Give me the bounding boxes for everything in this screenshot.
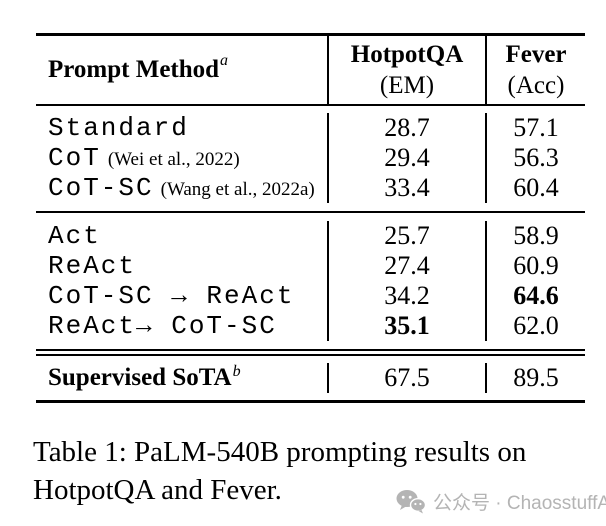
acc-value-best: 64.6 bbox=[485, 281, 585, 311]
em-value: 29.4 bbox=[327, 143, 485, 173]
table-row: CoT-SC → ReAct 34.2 64.6 bbox=[36, 281, 585, 311]
double-separator-rule bbox=[36, 349, 585, 356]
method-name: ReAct bbox=[48, 251, 137, 281]
em-value: 33.4 bbox=[327, 173, 485, 203]
table-bottom-rule bbox=[36, 400, 585, 403]
fever-metric: (Acc) bbox=[507, 72, 565, 99]
results-table: Prompt Method a HotpotQA (EM) Fever (Acc)… bbox=[36, 33, 585, 403]
supervised-sota-label: Supervised SoTA bbox=[48, 364, 232, 391]
table-row: CoT (Wei et al., 2022) 29.4 56.3 bbox=[36, 143, 585, 173]
method-name: Standard bbox=[48, 113, 189, 143]
hotpotqa-title: HotpotQA bbox=[350, 41, 464, 68]
table-row: ReAct 27.4 60.9 bbox=[36, 251, 585, 281]
em-value: 25.7 bbox=[327, 221, 485, 251]
table-row: Supervised SoTA b 67.5 89.5 bbox=[36, 363, 585, 393]
table-top-rule bbox=[36, 33, 585, 36]
header-cell-prompt-method: Prompt Method a bbox=[36, 36, 327, 104]
hotpotqa-metric: (EM) bbox=[379, 72, 435, 99]
caption-line-2: HotpotQA and Fever. bbox=[33, 474, 282, 506]
group-separator-rule bbox=[36, 211, 585, 213]
method-name: CoT-SC bbox=[48, 173, 154, 203]
method-name: ReAct→ CoT-SC bbox=[48, 311, 277, 341]
fever-title: Fever bbox=[505, 41, 567, 68]
acc-value: 56.3 bbox=[485, 143, 585, 173]
header-separator-rule bbox=[36, 104, 585, 106]
em-value-best: 35.1 bbox=[327, 311, 485, 341]
em-value: 34.2 bbox=[327, 281, 485, 311]
table-row: Act 25.7 58.9 bbox=[36, 221, 585, 251]
method-citation: (Wei et al., 2022) bbox=[107, 149, 240, 170]
em-value: 27.4 bbox=[327, 251, 485, 281]
acc-value: 57.1 bbox=[485, 113, 585, 143]
method-name: CoT-SC → ReAct bbox=[48, 281, 295, 311]
acc-value: 60.4 bbox=[485, 173, 585, 203]
watermark-text: 公众号 · ChaosstuffAI bbox=[433, 493, 606, 514]
prompt-method-label: Prompt Method bbox=[48, 56, 220, 83]
em-value: 28.7 bbox=[327, 113, 485, 143]
acc-value: 60.9 bbox=[485, 251, 585, 281]
table-row: ReAct→ CoT-SC 35.1 62.0 bbox=[36, 311, 585, 341]
method-citation: (Wang et al., 2022a) bbox=[160, 179, 315, 200]
acc-value: 89.5 bbox=[485, 363, 585, 393]
acc-value: 62.0 bbox=[485, 311, 585, 341]
footnote-marker-a: a bbox=[220, 52, 229, 69]
acc-value: 58.9 bbox=[485, 221, 585, 251]
react-methods-group: Act 25.7 58.9 ReAct 27.4 60.9 CoT-SC → R… bbox=[36, 213, 585, 349]
footnote-marker-b: b bbox=[232, 363, 241, 380]
supervised-sota-group: Supervised SoTA b 67.5 89.5 bbox=[36, 356, 585, 400]
caption-line-1: Table 1: PaLM-540B prompting results on bbox=[33, 436, 527, 468]
baseline-methods-group: Standard 28.7 57.1 CoT (Wei et al., 2022)… bbox=[36, 106, 585, 211]
header-cell-hotpotqa: HotpotQA (EM) bbox=[327, 36, 485, 104]
em-value: 67.5 bbox=[327, 363, 485, 393]
table-row: Standard 28.7 57.1 bbox=[36, 113, 585, 143]
table-row: CoT-SC (Wang et al., 2022a) 33.4 60.4 bbox=[36, 173, 585, 203]
watermark: 公众号 · ChaosstuffAI bbox=[396, 488, 606, 515]
table-header-row: Prompt Method a HotpotQA (EM) Fever (Acc) bbox=[36, 36, 585, 104]
table-caption: Table 1: PaLM-540B prompting results on … bbox=[33, 433, 599, 509]
method-name: Act bbox=[48, 221, 101, 251]
method-name: CoT bbox=[48, 143, 101, 173]
header-cell-fever: Fever (Acc) bbox=[485, 36, 585, 104]
wechat-icon bbox=[396, 490, 426, 514]
